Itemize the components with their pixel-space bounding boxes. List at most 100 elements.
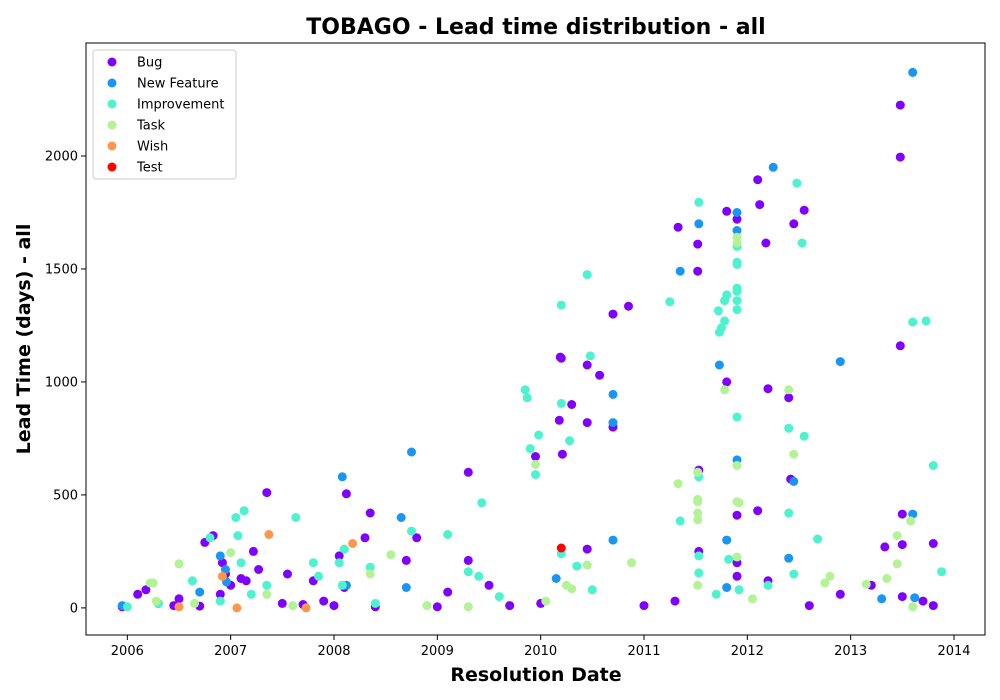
data-point bbox=[734, 498, 744, 508]
data-point bbox=[799, 431, 809, 441]
data-point bbox=[221, 565, 230, 574]
data-point bbox=[291, 513, 301, 522]
data-point bbox=[174, 594, 184, 604]
data-point bbox=[567, 400, 577, 409]
x-tick-label: 2013 bbox=[834, 644, 867, 659]
data-point bbox=[534, 430, 544, 440]
data-point bbox=[334, 558, 344, 568]
data-point bbox=[484, 580, 494, 590]
legend-item: Improvement bbox=[107, 98, 224, 113]
data-point bbox=[217, 558, 227, 568]
data-point bbox=[882, 574, 892, 583]
series-test bbox=[556, 543, 566, 553]
data-point bbox=[422, 601, 432, 611]
data-point bbox=[283, 569, 292, 579]
x-axis: 2006 2007 2008 2009 2010 2011 2012 2013 2014 bbox=[111, 635, 971, 659]
data-point bbox=[910, 593, 920, 603]
data-point bbox=[556, 543, 566, 553]
legend-marker bbox=[107, 162, 117, 172]
y-tick-label: 1500 bbox=[45, 262, 78, 277]
data-point bbox=[174, 559, 184, 569]
data-point bbox=[396, 513, 406, 522]
data-point bbox=[505, 601, 515, 611]
data-point bbox=[897, 592, 907, 602]
data-point bbox=[694, 568, 704, 578]
data-point bbox=[714, 360, 724, 370]
data-point bbox=[401, 583, 411, 592]
data-point bbox=[582, 544, 592, 554]
data-point bbox=[908, 602, 918, 612]
data-point bbox=[248, 546, 258, 556]
legend-marker bbox=[107, 57, 117, 67]
x-tick-label: 2010 bbox=[524, 644, 557, 659]
data-point bbox=[262, 488, 272, 498]
data-point bbox=[233, 531, 243, 541]
data-point bbox=[231, 513, 241, 522]
data-point bbox=[670, 596, 680, 606]
data-point bbox=[215, 589, 225, 599]
data-point bbox=[835, 357, 845, 367]
data-point bbox=[918, 596, 928, 606]
data-point bbox=[722, 535, 732, 545]
data-point bbox=[412, 533, 422, 543]
data-point bbox=[797, 238, 807, 248]
data-point bbox=[693, 515, 703, 525]
legend-marker bbox=[107, 78, 117, 88]
x-tick-label: 2011 bbox=[627, 644, 660, 659]
data-point bbox=[732, 571, 742, 581]
data-point bbox=[241, 576, 251, 586]
series-new-feature bbox=[117, 67, 920, 611]
data-point bbox=[693, 266, 703, 276]
data-point bbox=[319, 596, 329, 606]
data-point bbox=[556, 353, 566, 363]
series-wish bbox=[174, 530, 358, 613]
data-point bbox=[337, 472, 347, 482]
data-point bbox=[407, 526, 416, 536]
data-point bbox=[463, 567, 473, 577]
x-tick-label: 2012 bbox=[731, 644, 764, 659]
y-tick-label: 0 bbox=[70, 601, 78, 616]
data-point bbox=[734, 585, 744, 595]
legend-item: Bug bbox=[107, 56, 162, 71]
data-point bbox=[720, 316, 730, 326]
data-point bbox=[825, 571, 835, 581]
data-point bbox=[755, 200, 765, 210]
legend-box bbox=[92, 49, 237, 180]
data-point bbox=[937, 567, 947, 577]
series-task bbox=[145, 232, 918, 612]
data-point bbox=[370, 598, 380, 608]
legend-marker bbox=[107, 99, 117, 109]
data-point bbox=[724, 554, 734, 564]
data-point bbox=[365, 508, 375, 518]
data-point bbox=[262, 589, 272, 599]
data-point bbox=[928, 601, 938, 611]
data-point bbox=[732, 296, 742, 306]
x-tick-label: 2007 bbox=[214, 644, 247, 659]
data-point bbox=[288, 601, 298, 611]
data-point bbox=[784, 385, 794, 395]
legend-item: Wish bbox=[107, 140, 168, 155]
data-point bbox=[551, 574, 561, 583]
data-point bbox=[789, 449, 799, 459]
legend-item: Task bbox=[107, 119, 166, 134]
data-point bbox=[226, 548, 236, 557]
data-point bbox=[895, 100, 905, 110]
data-point bbox=[141, 585, 151, 595]
data-point bbox=[301, 603, 311, 613]
data-point bbox=[928, 539, 938, 548]
x-tick-label: 2006 bbox=[111, 644, 144, 659]
data-point bbox=[608, 418, 618, 428]
data-point bbox=[732, 552, 742, 562]
data-point bbox=[215, 551, 225, 561]
data-point bbox=[133, 589, 143, 599]
data-point bbox=[722, 290, 732, 300]
data-point bbox=[908, 317, 918, 327]
data-point bbox=[908, 67, 918, 77]
legend-item: Test bbox=[107, 161, 163, 176]
x-tick-label: 2008 bbox=[317, 644, 350, 659]
data-point bbox=[187, 576, 197, 586]
data-point bbox=[329, 601, 339, 611]
data-point bbox=[732, 305, 742, 315]
series-improvement bbox=[122, 178, 947, 612]
